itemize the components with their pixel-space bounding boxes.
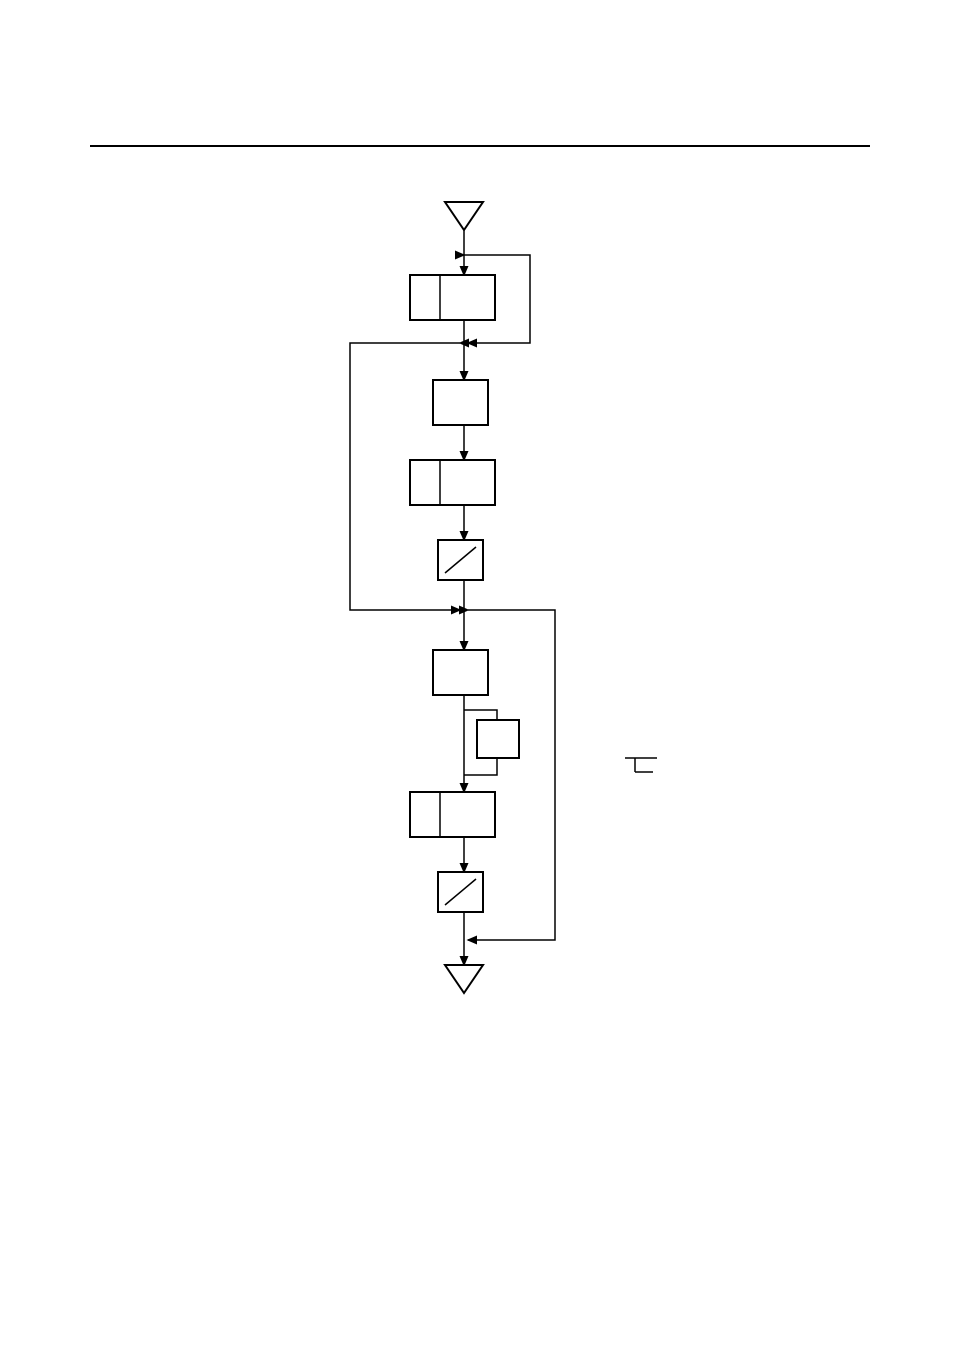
end-triangle xyxy=(445,965,483,993)
box-3 xyxy=(410,460,495,505)
flowchart-svg xyxy=(335,200,665,1020)
box-5 xyxy=(433,650,488,695)
edge-branch-box6-in xyxy=(464,710,497,720)
edge-branch-box6-out xyxy=(464,758,497,775)
flowchart-diagram xyxy=(335,200,665,1020)
box-1 xyxy=(410,275,495,320)
page-rule xyxy=(90,145,870,147)
box-2 xyxy=(433,380,488,425)
box-7 xyxy=(410,792,495,837)
start-triangle xyxy=(445,202,483,230)
box-6 xyxy=(477,720,519,758)
tee-shape xyxy=(625,758,657,772)
